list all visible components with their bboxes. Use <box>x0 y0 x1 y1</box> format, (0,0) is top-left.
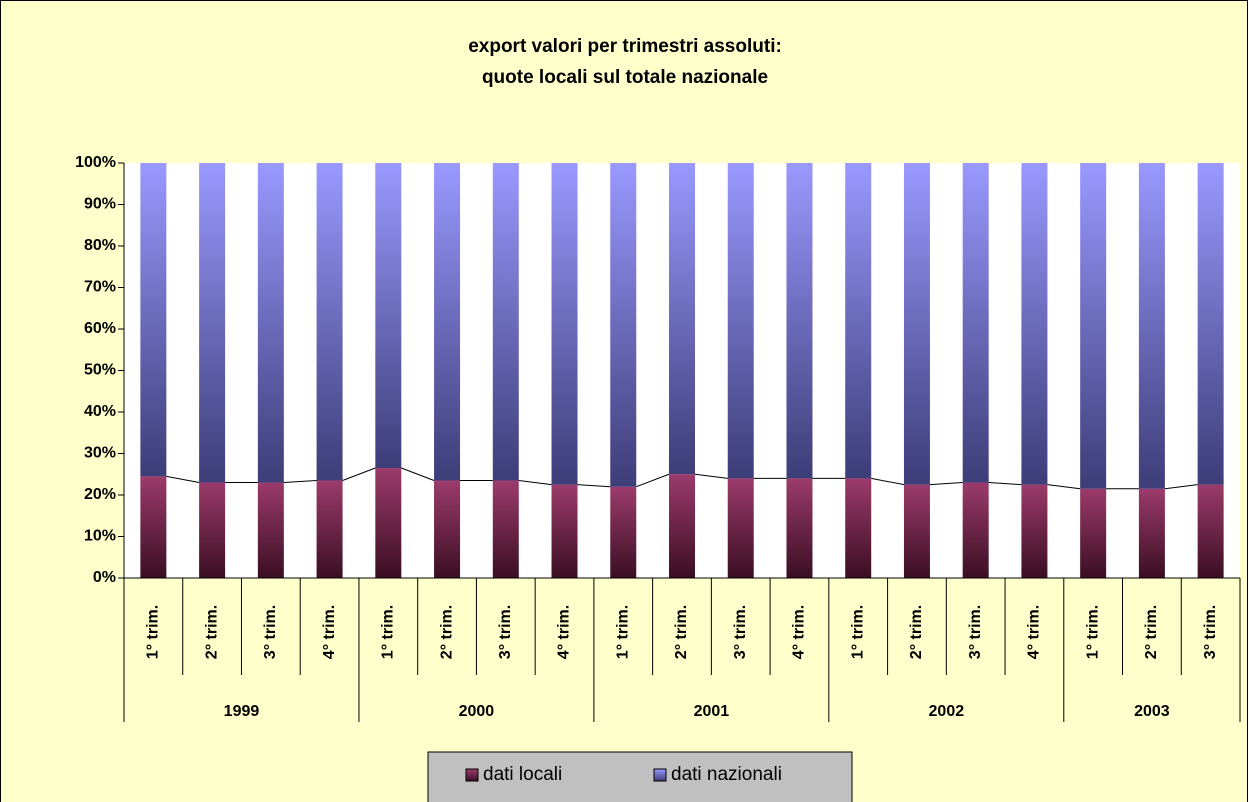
series-line <box>342 467 376 481</box>
x-tick-label: 2° trim. <box>908 605 925 659</box>
series-line <box>988 482 1022 486</box>
bar-segment <box>257 482 284 578</box>
y-tick-label: 100% <box>75 154 116 171</box>
group-label: 2003 <box>1134 703 1170 720</box>
bar-segment <box>316 480 343 578</box>
bar-segment <box>199 482 226 578</box>
y-tick-label: 30% <box>84 445 116 462</box>
y-tick-label: 10% <box>84 528 116 545</box>
bar-segment <box>316 163 343 481</box>
x-tick-label: 3° trim. <box>967 605 984 659</box>
bar-segment <box>140 163 167 477</box>
bar-segment <box>375 468 402 578</box>
bar-segment <box>669 474 695 578</box>
bar-segment <box>1021 163 1048 485</box>
bar-segment <box>140 476 167 578</box>
x-tick-label: 2° trim. <box>1143 605 1160 659</box>
chart-title: quote locali sul totale nazionale <box>482 67 768 88</box>
x-tick-label: 1° trim. <box>380 605 397 659</box>
x-tick-label: 3° trim. <box>262 605 279 659</box>
series-line <box>518 479 552 486</box>
x-tick-label: 2° trim. <box>438 605 455 659</box>
series-line <box>871 477 905 486</box>
y-tick-label: 80% <box>84 237 116 254</box>
x-tick-label: 4° trim. <box>1026 605 1043 659</box>
bar-segment <box>492 480 519 578</box>
x-tick-label: 1° trim. <box>614 605 631 659</box>
x-tick-label: 1° trim. <box>1084 605 1101 659</box>
bar-segment <box>1197 163 1224 485</box>
legend <box>427 751 853 802</box>
group-label: 2000 <box>459 703 495 720</box>
bar-segment <box>551 484 578 578</box>
bar-segment <box>1138 488 1165 578</box>
bar-segment <box>434 480 461 578</box>
x-tick-label: 3° trim. <box>732 605 749 659</box>
series-line <box>401 467 435 481</box>
group-label: 2002 <box>929 703 965 720</box>
bar-segment <box>375 163 402 469</box>
bar-segment <box>727 163 754 479</box>
bar-segment <box>610 163 637 487</box>
legend-swatch <box>465 768 479 782</box>
y-tick-label: 40% <box>84 403 116 420</box>
bar-segment <box>786 163 813 479</box>
x-tick-label: 4° trim. <box>791 605 808 659</box>
series-line <box>636 473 670 488</box>
chart-title: export valori per trimestri assoluti: <box>468 36 782 57</box>
series-line <box>694 473 728 479</box>
bar-segment <box>669 163 695 475</box>
x-tick-label: 1° trim. <box>145 605 162 659</box>
bar-segment <box>1021 484 1048 578</box>
x-tick-label: 4° trim. <box>321 605 338 659</box>
legend-label: dati locali <box>483 764 562 785</box>
bar-segment <box>727 478 754 578</box>
bar-segment <box>845 163 872 479</box>
x-tick-label: 2° trim. <box>203 605 220 659</box>
bar-segment <box>492 163 519 481</box>
bar-segment <box>962 482 989 578</box>
y-tick-label: 50% <box>84 362 116 379</box>
y-tick-label: 0% <box>93 569 116 586</box>
group-label: 2001 <box>694 703 730 720</box>
bar-segment <box>257 163 284 483</box>
bar-segment <box>845 478 872 578</box>
legend-label: dati nazionali <box>671 764 782 785</box>
y-tick-label: 90% <box>84 196 116 213</box>
y-tick-label: 60% <box>84 320 116 337</box>
bar-segment <box>903 163 930 485</box>
series-line <box>283 479 317 484</box>
bar-segment <box>1080 163 1107 489</box>
series-line <box>929 482 963 486</box>
series-line <box>1164 484 1198 490</box>
bar-segment <box>1080 488 1107 578</box>
bar-segment <box>199 163 226 483</box>
x-tick-label: 2° trim. <box>673 605 690 659</box>
bar-segment <box>903 484 930 578</box>
group-label: 1999 <box>224 703 260 720</box>
x-tick-label: 3° trim. <box>497 605 514 659</box>
bar-segment <box>434 163 461 481</box>
bar-segment <box>1197 484 1224 578</box>
bar-segment <box>1138 163 1165 489</box>
x-tick-label: 4° trim. <box>556 605 573 659</box>
series-line <box>1047 484 1081 490</box>
series-line <box>166 475 200 484</box>
bar-segment <box>610 486 637 578</box>
bar-segment <box>962 163 989 483</box>
y-tick-label: 20% <box>84 486 116 503</box>
bar-segment <box>786 478 813 578</box>
series-line <box>577 484 611 488</box>
x-tick-label: 3° trim. <box>1202 605 1219 659</box>
y-tick-label: 70% <box>84 279 116 296</box>
legend-swatch <box>653 768 667 782</box>
x-tick-label: 1° trim. <box>849 605 866 659</box>
bar-segment <box>551 163 578 485</box>
